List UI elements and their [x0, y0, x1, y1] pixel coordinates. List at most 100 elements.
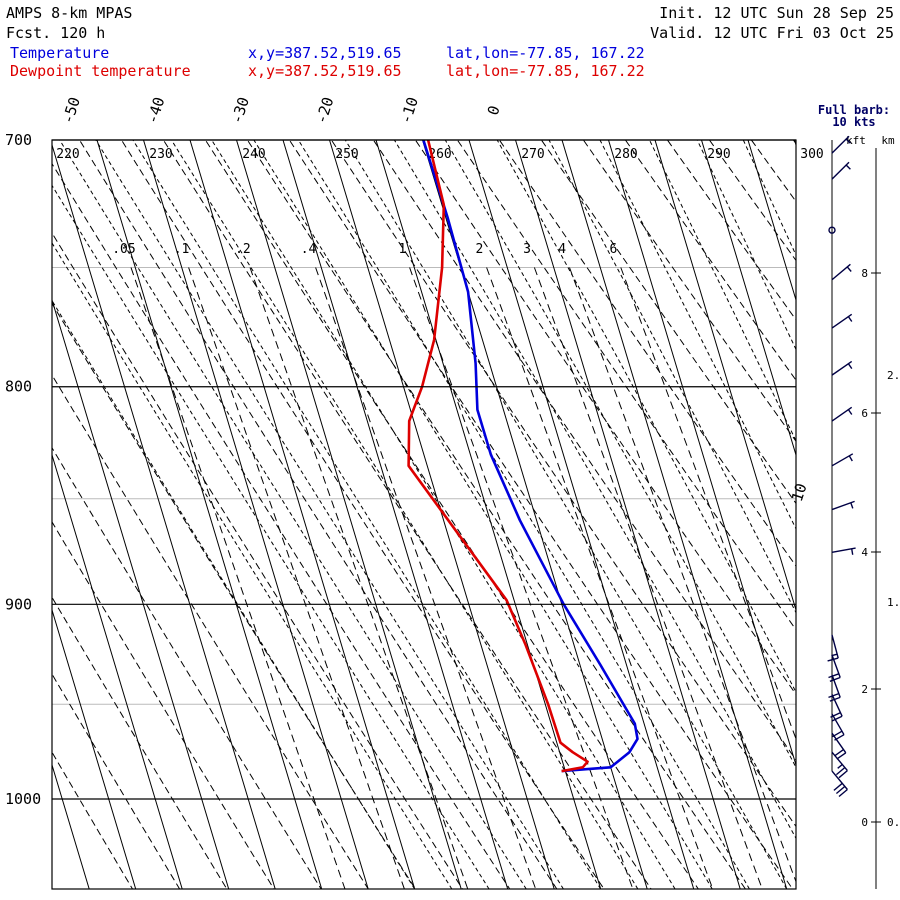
mixing-ratio-label: 1 — [398, 242, 406, 257]
dry-adiabat-line — [792, 140, 796, 145]
wind-barb-staff — [831, 360, 853, 376]
dry-adiabat-label: 250 — [335, 147, 358, 162]
wind-barb-full — [836, 752, 847, 760]
wind-barb-full — [835, 785, 846, 795]
moist-adiabat-line — [59, 140, 527, 889]
dry-adiabat-line — [204, 140, 699, 889]
moist-adiabat-line — [444, 140, 796, 769]
isotherm-line — [654, 140, 796, 612]
mixing-ratio-line — [249, 267, 469, 889]
dry-adiabat-label: 280 — [614, 147, 637, 162]
dry-adiabat-line — [52, 374, 369, 889]
wind-barb — [831, 406, 853, 422]
dry-adiabat-line — [288, 140, 794, 889]
isotherm-line — [282, 140, 509, 889]
isotherm-line — [841, 140, 900, 889]
wind-barb — [828, 226, 836, 234]
isotherm-line — [0, 140, 43, 889]
wind-barb — [831, 263, 852, 281]
valid-time: Valid. 12 UTC Fri 03 Oct 25 — [650, 24, 894, 42]
isotherm-line — [468, 140, 695, 889]
dry-adiabat-line — [162, 140, 652, 889]
moist-adiabat-line — [95, 140, 564, 889]
moist-adiabat-line — [253, 140, 713, 889]
wind-barb-half — [831, 653, 838, 657]
mixing-ratio-label: .1 — [174, 242, 190, 257]
legend-temperature-xy: x,y=387.52,519.65 — [248, 44, 402, 62]
mixing-ratio-label: 4 — [558, 242, 566, 257]
dry-adiabat-label: 220 — [56, 147, 79, 162]
km-label: km — [881, 134, 895, 147]
wind-barb-half — [848, 455, 853, 462]
pressure-tick-label: 1000 — [5, 790, 41, 808]
dry-adiabat-line — [52, 446, 322, 889]
wind-barb — [831, 500, 855, 511]
legend-temperature-latlon: lat,lon=-77.85, 167.22 — [446, 44, 645, 62]
dry-adiabat-label: 300 — [800, 147, 823, 162]
legend-temperature-name: Temperature — [10, 44, 109, 62]
moist-adiabat-line — [170, 140, 639, 889]
isotherm-line — [52, 143, 276, 889]
dry-adiabat-label: 290 — [707, 147, 730, 162]
isotherm-line — [888, 140, 900, 889]
isotherm-line — [189, 140, 416, 889]
dry-adiabat-line — [120, 140, 605, 889]
wind-barb-staff — [831, 674, 841, 698]
isotherm-label: 10 — [788, 481, 811, 504]
kft-tick-label: 2 — [861, 683, 868, 696]
dry-adiabat-line — [540, 140, 796, 505]
dry-adiabat-label: 260 — [428, 147, 451, 162]
model-title: AMPS 8-km MPAS — [6, 4, 132, 22]
mixing-ratio-line — [533, 267, 763, 889]
dry-adiabat-line — [52, 521, 275, 889]
wind-barb — [830, 694, 843, 722]
mixing-ratio-label: .05 — [112, 242, 135, 257]
dry-adiabat-label: 230 — [149, 147, 172, 162]
wind-barb — [831, 135, 851, 154]
wind-barb — [827, 634, 839, 662]
wind-barb-full — [828, 673, 840, 679]
dry-adiabat-line — [624, 140, 796, 382]
dry-adiabat-line — [52, 673, 181, 889]
wind-barb-full — [829, 696, 841, 702]
moist-adiabat-line — [393, 140, 796, 840]
legend-dewpoint-xy: x,y=387.52,519.65 — [248, 62, 402, 80]
wind-barb-full — [827, 657, 839, 662]
kft-tick-label: 0 — [861, 816, 868, 829]
dry-adiabat-line — [78, 140, 558, 889]
isotherm-line — [329, 140, 555, 889]
moist-adiabat-line — [52, 299, 416, 889]
legend-dewpoint-name: Dewpoint temperature — [10, 62, 191, 80]
dry-adiabat-line — [52, 302, 416, 889]
dry-adiabat-line — [456, 140, 796, 631]
isotherm-line — [375, 140, 602, 889]
wind-barb — [831, 313, 853, 329]
dry-adiabat-line — [52, 162, 511, 889]
wind-barb-full — [832, 730, 843, 738]
mixing-ratio-label: 3 — [523, 242, 531, 257]
isotherm-line — [701, 140, 796, 457]
moist-adiabat-line — [211, 140, 676, 889]
isotherm-line — [52, 608, 137, 889]
wind-barb-full — [831, 715, 843, 722]
dry-adiabat-line — [666, 140, 796, 321]
wind-barb-half — [851, 548, 854, 555]
moist-adiabat-line — [599, 140, 796, 530]
mixing-ratio-line — [620, 267, 796, 741]
kft-tick-label: 8 — [861, 267, 868, 280]
km-tick-label: 2. — [887, 369, 900, 382]
wind-barb — [831, 161, 851, 180]
wind-barb-half — [846, 266, 852, 272]
isotherm-label: 0 — [484, 103, 504, 117]
kft-tick-label: 6 — [861, 407, 868, 420]
isotherm-label: -10 — [396, 95, 421, 126]
pressure-tick-label: 800 — [5, 378, 32, 396]
init-time: Init. 12 UTC Sun 28 Sep 25 — [659, 4, 894, 22]
wind-barb-full — [834, 749, 844, 757]
barb-legend-line2: 10 kts — [832, 115, 875, 129]
dry-adiabat-line — [750, 140, 796, 203]
mixing-ratio-line — [130, 267, 346, 889]
dry-adiabat-label: 270 — [521, 147, 544, 162]
moist-adiabat-line — [52, 184, 490, 889]
